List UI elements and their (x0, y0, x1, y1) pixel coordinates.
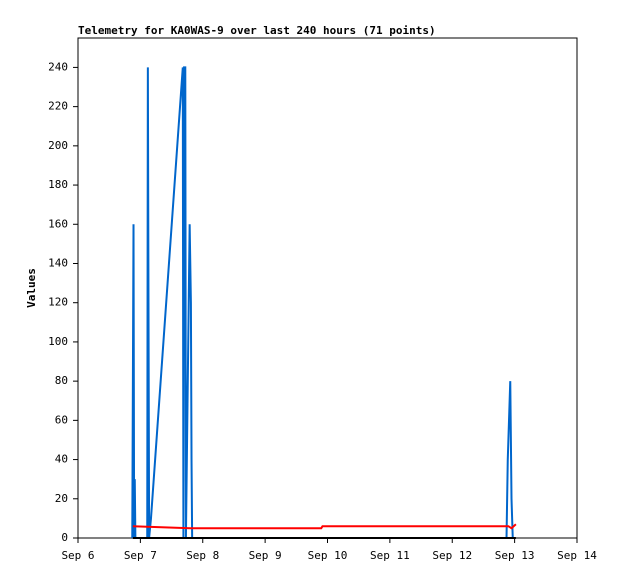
series-line (131, 66, 514, 539)
y-axis-label: Values (25, 268, 38, 308)
y-tick-label: 60 (55, 413, 68, 426)
x-tick-label: Sep 14 (557, 549, 597, 562)
y-tick-label: 100 (48, 335, 68, 348)
x-tick-label: Sep 6 (61, 549, 94, 562)
y-tick-label: 160 (48, 217, 68, 230)
y-tick-label: 240 (48, 60, 68, 73)
x-tick-label: Sep 12 (432, 549, 472, 562)
y-tick-label: 40 (55, 453, 68, 466)
y-tick-label: 20 (55, 492, 68, 505)
x-tick-label: Sep 9 (249, 549, 282, 562)
x-tick-label: Sep 10 (308, 549, 348, 562)
y-tick-label: 220 (48, 100, 68, 113)
series-line (132, 523, 517, 530)
y-tick-label: 120 (48, 296, 68, 309)
x-tick-label: Sep 11 (370, 549, 410, 562)
y-tick-label: 180 (48, 178, 68, 191)
x-tick-label: Sep 7 (124, 549, 157, 562)
y-tick-label: 200 (48, 139, 68, 152)
y-tick-label: 140 (48, 256, 68, 269)
x-tick-label: Sep 13 (495, 549, 535, 562)
chart-title: Telemetry for KA0WAS-9 over last 240 hou… (78, 24, 436, 37)
plot-frame (77, 37, 578, 539)
x-tick-label: Sep 8 (186, 549, 219, 562)
y-tick-label: 0 (61, 531, 68, 544)
y-tick-label: 80 (55, 374, 68, 387)
